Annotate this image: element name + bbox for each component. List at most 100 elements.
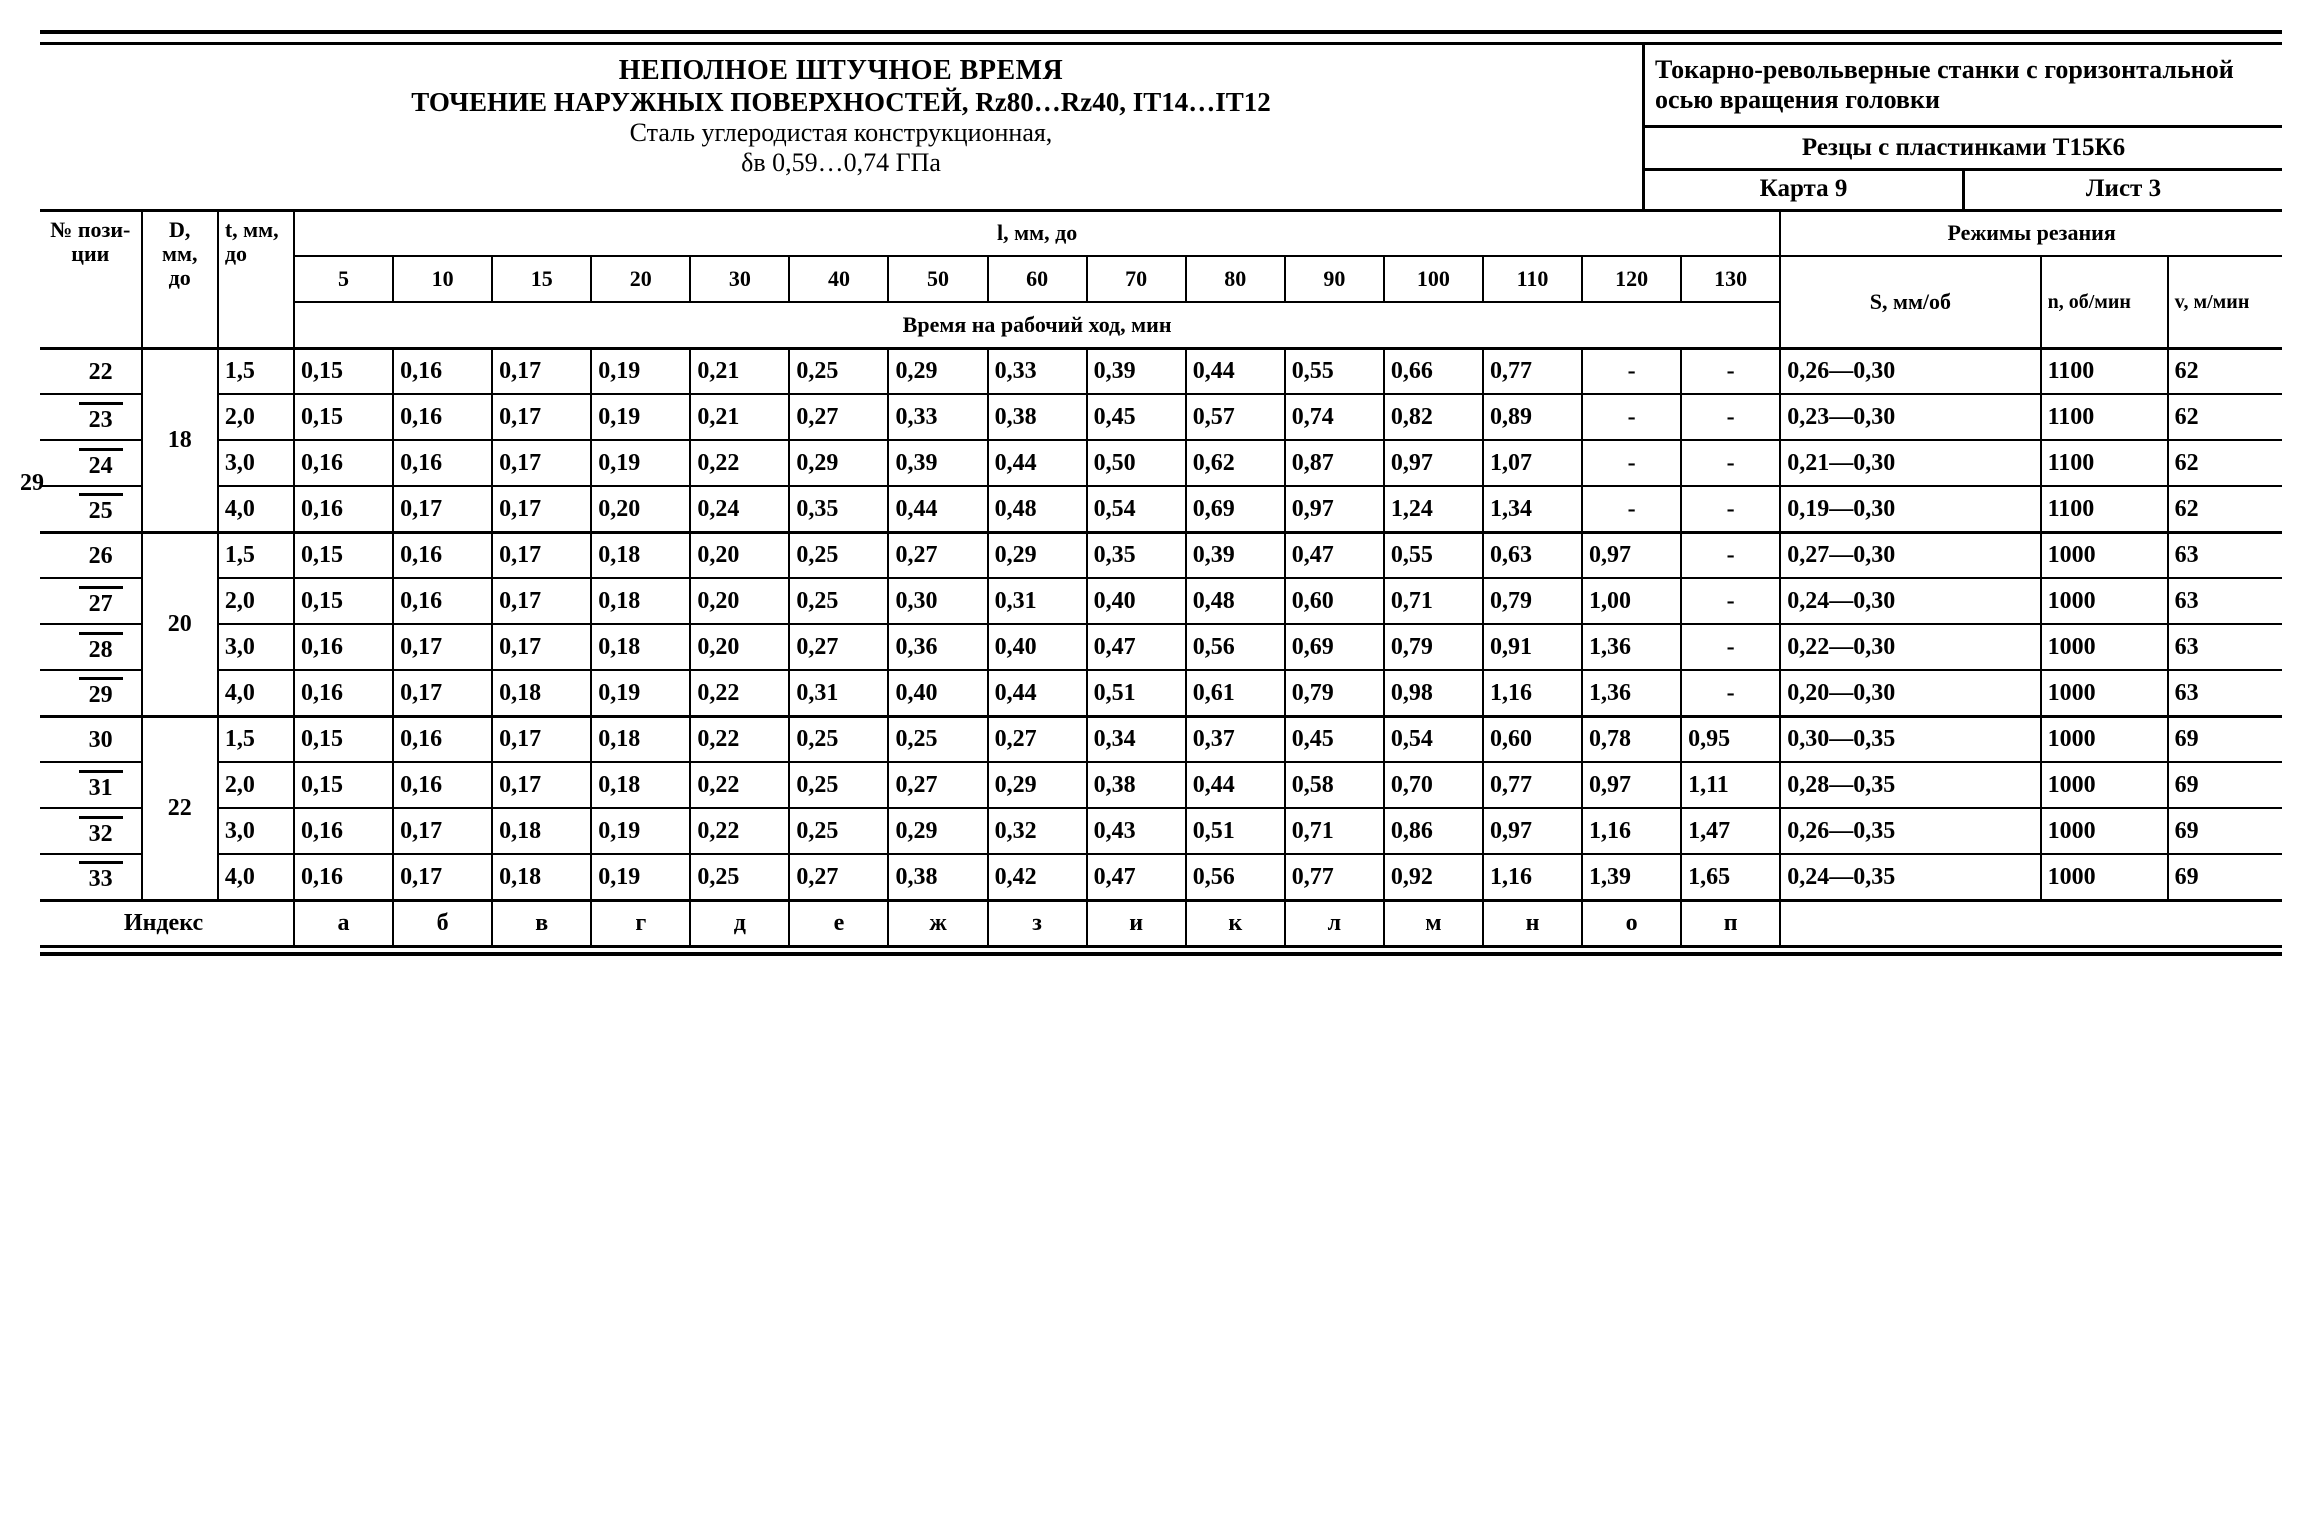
cell-value: 0,19 — [591, 394, 690, 440]
cell-value: 0,54 — [1087, 486, 1186, 532]
col-time-sub: Время на рабочий ход, мин — [294, 302, 1780, 348]
cell-value: 0,25 — [789, 532, 888, 578]
cell-value: 0,60 — [1285, 578, 1384, 624]
cell-value: 0,70 — [1384, 762, 1483, 808]
cell-value: 0,47 — [1087, 854, 1186, 900]
cell-value: 0,15 — [294, 578, 393, 624]
cell-pos: 31 — [40, 762, 142, 808]
table-row: 26201,50,150,160,170,180,200,250,270,290… — [40, 532, 2282, 578]
table-row: 294,00,160,170,180,190,220,310,400,440,5… — [40, 670, 2282, 716]
cell-value: 0,15 — [294, 716, 393, 762]
cell-value: 0,15 — [294, 348, 393, 394]
cell-value: 0,17 — [393, 808, 492, 854]
cell-value: 0,43 — [1087, 808, 1186, 854]
cell-value: 0,16 — [294, 486, 393, 532]
cell-value: 0,38 — [1087, 762, 1186, 808]
cell-value: 0,27 — [789, 624, 888, 670]
cell-t: 2,0 — [218, 578, 294, 624]
cell-value: 0,39 — [888, 440, 987, 486]
cell-value: 0,16 — [393, 762, 492, 808]
cell-value: 0,91 — [1483, 624, 1582, 670]
col-l-110: 110 — [1483, 256, 1582, 302]
title-line-1: НЕПОЛНОЕ ШТУЧНОЕ ВРЕМЯ — [48, 55, 1634, 87]
cell-value: 0,69 — [1285, 624, 1384, 670]
cell-value: 0,42 — [988, 854, 1087, 900]
cell-value: 0,22 — [690, 808, 789, 854]
cell-value: 0,18 — [591, 762, 690, 808]
col-l-30: 30 — [690, 256, 789, 302]
cell-value: 1,16 — [1483, 854, 1582, 900]
cell-d: 22 — [142, 716, 218, 900]
cell-value: - — [1681, 394, 1780, 440]
col-n: n, об/мин — [2041, 256, 2168, 348]
cell-value: 0,18 — [492, 808, 591, 854]
cell-value: 1,39 — [1582, 854, 1681, 900]
cell-value: 0,22 — [690, 716, 789, 762]
index-cell: в — [492, 900, 591, 946]
col-v: v, м/мин — [2168, 256, 2282, 348]
index-cell: м — [1384, 900, 1483, 946]
cell-value: - — [1681, 578, 1780, 624]
cell-value: 0,44 — [1186, 762, 1285, 808]
cell-value: 0,17 — [492, 348, 591, 394]
cell-value: 0,27 — [789, 394, 888, 440]
cell-t: 3,0 — [218, 808, 294, 854]
title-line-2: ТОЧЕНИЕ НАРУЖНЫХ ПОВЕРХНОСТЕЙ, Rz80…Rz40… — [48, 87, 1634, 118]
data-table: № пози-ции D, мм, до t, мм, до l, мм, до… — [40, 209, 2282, 948]
cell-value: 0,77 — [1483, 762, 1582, 808]
cell-t: 1,5 — [218, 348, 294, 394]
machine-type: Токарно-револьверные станки с горизонтал… — [1645, 45, 2282, 128]
cell-t: 4,0 — [218, 854, 294, 900]
cell-value: 0,63 — [1483, 532, 1582, 578]
cell-value: - — [1681, 440, 1780, 486]
cell-value: 0,33 — [888, 394, 987, 440]
cell-value: 0,16 — [393, 440, 492, 486]
col-l-120: 120 — [1582, 256, 1681, 302]
cell-value: 1,07 — [1483, 440, 1582, 486]
cell-value: 1,34 — [1483, 486, 1582, 532]
cell-value: 0,17 — [492, 716, 591, 762]
cell-value: 0,71 — [1384, 578, 1483, 624]
cell-value: 0,32 — [988, 808, 1087, 854]
cell-value: 0,50 — [1087, 440, 1186, 486]
cell-s: 0,20—0,30 — [1780, 670, 2040, 716]
cell-value: 0,15 — [294, 394, 393, 440]
cell-value: 1,36 — [1582, 670, 1681, 716]
cell-value: 0,33 — [988, 348, 1087, 394]
cell-n: 1000 — [2041, 762, 2168, 808]
cell-value: 0,54 — [1384, 716, 1483, 762]
cell-value: 0,36 — [888, 624, 987, 670]
cell-n: 1000 — [2041, 854, 2168, 900]
cell-value: 0,37 — [1186, 716, 1285, 762]
cell-pos: 33 — [40, 854, 142, 900]
col-s: S, мм/об — [1780, 256, 2040, 348]
cell-t: 1,5 — [218, 716, 294, 762]
cell-value: 0,18 — [492, 670, 591, 716]
cell-value: 0,18 — [591, 624, 690, 670]
col-l-60: 60 — [988, 256, 1087, 302]
cell-value: 1,47 — [1681, 808, 1780, 854]
cell-value: 0,25 — [888, 716, 987, 762]
cell-value: 0,95 — [1681, 716, 1780, 762]
cell-value: 0,56 — [1186, 624, 1285, 670]
cell-value: 0,19 — [591, 440, 690, 486]
cell-value: 0,48 — [1186, 578, 1285, 624]
cell-pos: 30 — [40, 716, 142, 762]
cell-value: 0,66 — [1384, 348, 1483, 394]
cell-v: 62 — [2168, 486, 2282, 532]
cell-value: 0,97 — [1483, 808, 1582, 854]
cell-value: 0,17 — [492, 532, 591, 578]
cell-value: 0,87 — [1285, 440, 1384, 486]
cell-value: 0,17 — [492, 394, 591, 440]
cell-value: 0,25 — [789, 578, 888, 624]
cell-n: 1100 — [2041, 348, 2168, 394]
cell-value: 0,62 — [1186, 440, 1285, 486]
cell-n: 1100 — [2041, 486, 2168, 532]
cell-value: 0,27 — [888, 762, 987, 808]
cell-v: 62 — [2168, 348, 2282, 394]
cell-n: 1000 — [2041, 578, 2168, 624]
cell-value: 0,61 — [1186, 670, 1285, 716]
cell-n: 1000 — [2041, 532, 2168, 578]
cell-value: 0,97 — [1582, 532, 1681, 578]
cell-pos: 23 — [40, 394, 142, 440]
